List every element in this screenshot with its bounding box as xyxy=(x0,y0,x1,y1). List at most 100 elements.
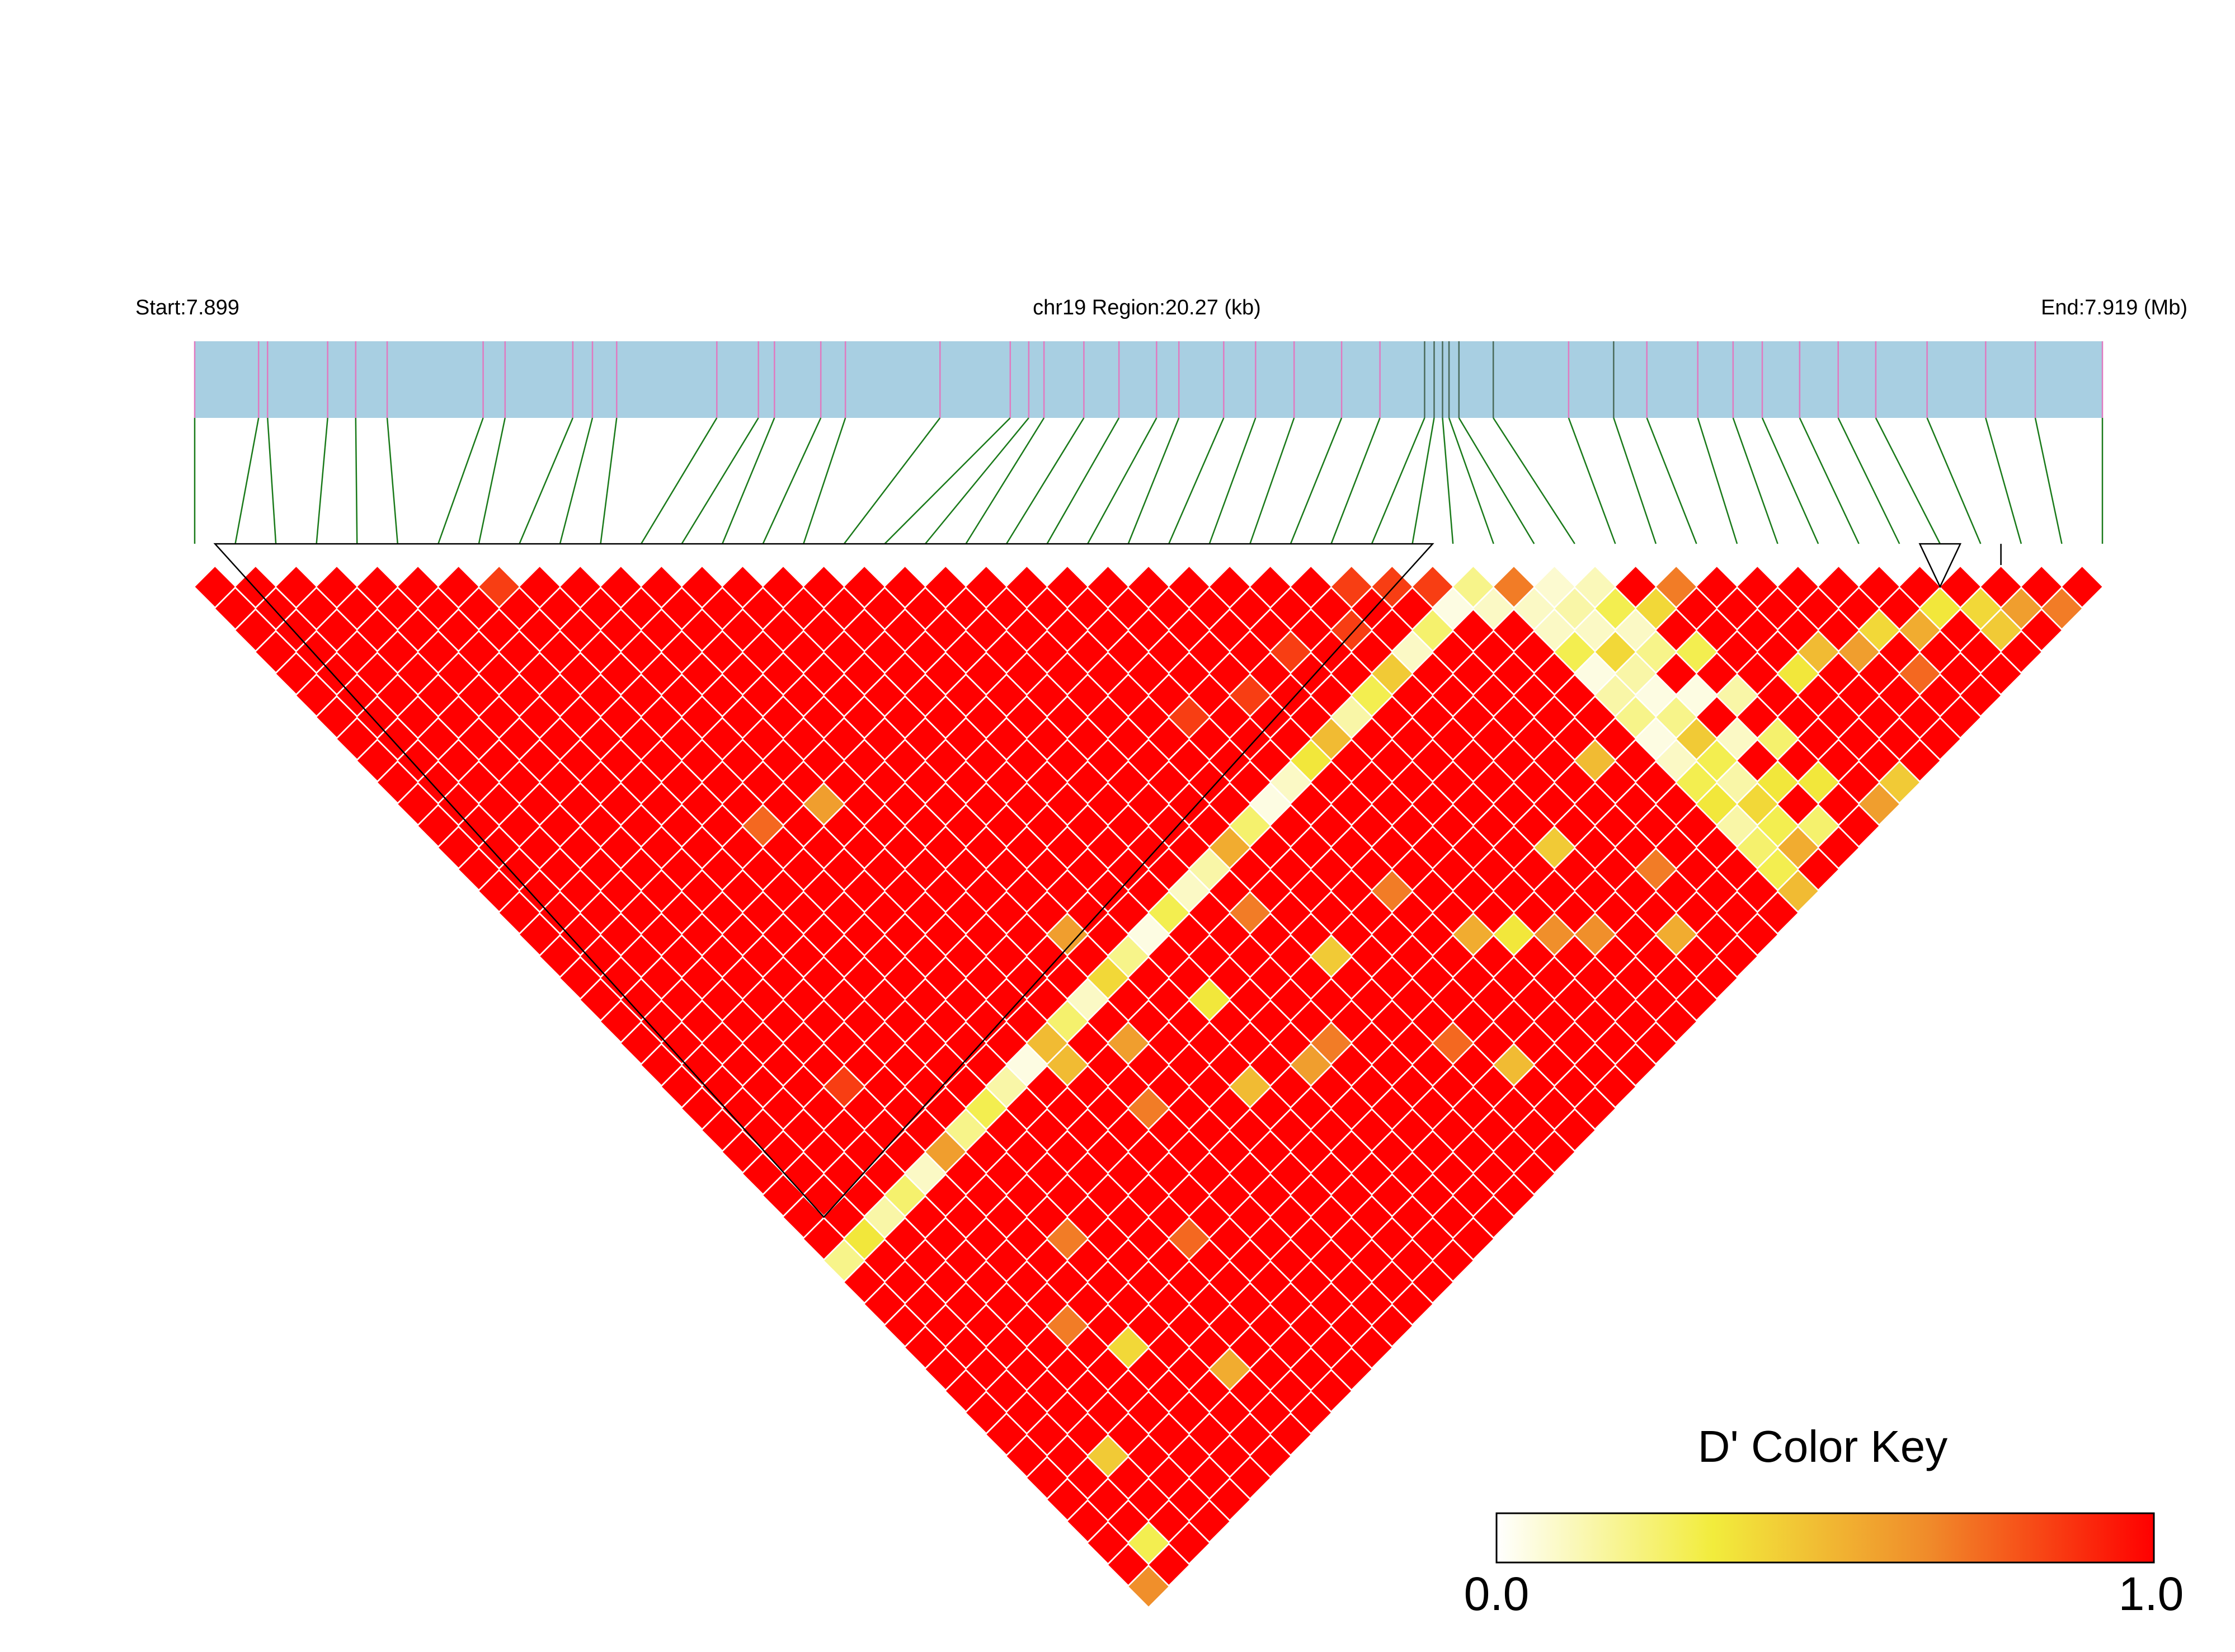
ld-cell xyxy=(1229,761,1272,804)
ld-cell xyxy=(295,674,338,717)
ld-cell xyxy=(1432,1239,1474,1282)
ld-cell xyxy=(1472,978,1515,1021)
ld-cell xyxy=(1249,1131,1292,1173)
ld-cell xyxy=(1533,870,1576,912)
ld-cell xyxy=(944,848,987,891)
ld-cell xyxy=(1005,957,1048,999)
ld-cell xyxy=(1168,1043,1211,1086)
ld-cell xyxy=(924,566,967,608)
ld-cell xyxy=(498,804,541,847)
ld-cell xyxy=(863,1196,906,1239)
ld-cell xyxy=(1898,696,1941,738)
ld-cell xyxy=(1107,1500,1150,1543)
ld-cell xyxy=(275,566,318,608)
ld-cell xyxy=(924,1348,967,1391)
ld-cell xyxy=(1330,783,1373,826)
ld-cell xyxy=(377,587,419,630)
ld-cell xyxy=(1574,783,1616,826)
ld-cell xyxy=(1168,1000,1211,1043)
ld-cell xyxy=(681,1043,723,1086)
ld-cell xyxy=(1371,957,1414,999)
ld-cell xyxy=(1127,1305,1170,1347)
ld-cell xyxy=(681,826,723,869)
ld-cell xyxy=(1371,1217,1414,1260)
ld-cell xyxy=(721,1043,764,1086)
ld-cell xyxy=(1269,978,1312,1021)
ld-cell xyxy=(1513,1109,1555,1151)
ld-cell xyxy=(843,913,886,956)
ld-cell xyxy=(782,718,825,760)
ld-cell xyxy=(1554,891,1596,934)
ld-cell xyxy=(1351,761,1393,804)
ld-cell xyxy=(640,783,683,826)
ld-cell xyxy=(397,652,439,695)
ld-cell xyxy=(944,1326,987,1369)
ld-cell xyxy=(904,1109,947,1151)
ld-cell xyxy=(1493,1131,1535,1173)
ld-cell xyxy=(316,566,358,608)
ld-cell xyxy=(1086,652,1130,695)
ld-cell xyxy=(1208,1043,1251,1086)
ld-cell xyxy=(478,652,520,695)
color-key-title: D' Color Key xyxy=(1698,1422,1948,1471)
ld-cell xyxy=(377,630,419,674)
ld-cell xyxy=(1066,1152,1109,1195)
ld-cell xyxy=(904,1022,947,1065)
ld-cell xyxy=(1269,935,1312,978)
ld-cell xyxy=(539,848,581,891)
ld-cell xyxy=(1127,783,1170,826)
ld-cell xyxy=(823,1065,865,1108)
ld-cell xyxy=(721,913,764,956)
ld-cell xyxy=(1594,718,1637,760)
snp-connector xyxy=(884,417,1011,544)
ld-cell xyxy=(620,761,662,804)
ld-cell xyxy=(1147,1065,1190,1108)
snp-connector xyxy=(1046,417,1120,544)
ld-cell xyxy=(579,587,622,630)
ld-cell xyxy=(965,1305,1008,1347)
ld-cell xyxy=(1554,1109,1596,1151)
ld-cell xyxy=(518,609,561,652)
ld-cell xyxy=(1086,1000,1130,1043)
ld-cell xyxy=(883,739,926,782)
ld-cell xyxy=(1878,718,1921,760)
ld-cell xyxy=(1675,630,1718,674)
snp-connector xyxy=(843,417,941,544)
ld-cell xyxy=(1025,1022,1069,1065)
ld-cell xyxy=(1025,587,1069,630)
ld-cell xyxy=(1107,804,1150,847)
ld-cell xyxy=(1635,587,1677,630)
ld-cell xyxy=(1635,935,1677,978)
ld-cell xyxy=(924,1261,967,1303)
ld-cell xyxy=(1411,1043,1454,1086)
ld-cell xyxy=(1391,1283,1434,1325)
ld-cell xyxy=(965,870,1008,912)
ld-cell xyxy=(1858,696,1900,738)
ld-cell xyxy=(1330,1131,1373,1173)
ld-cell xyxy=(681,870,723,912)
ld-cell xyxy=(1249,783,1292,826)
ld-cell xyxy=(1025,1326,1069,1369)
ld-cell xyxy=(660,630,703,674)
ld-cell xyxy=(863,978,906,1021)
ld-cell xyxy=(1310,1065,1353,1108)
ld-cell xyxy=(1472,718,1515,760)
ld-cell xyxy=(883,1217,926,1260)
ld-cell xyxy=(1147,1109,1190,1151)
ld-cell xyxy=(1574,652,1616,695)
ld-cell xyxy=(1614,870,1657,912)
ld-cell xyxy=(1452,783,1495,826)
ld-cell xyxy=(1817,652,1860,695)
ld-cell xyxy=(1290,609,1332,652)
ld-cell xyxy=(1655,696,1697,738)
ld-cell xyxy=(1127,1435,1170,1477)
ld-cell xyxy=(1351,718,1393,760)
ld-cell xyxy=(1249,1217,1292,1260)
ld-cell xyxy=(539,674,581,717)
ld-cell xyxy=(498,891,541,934)
ld-cell xyxy=(1310,935,1353,978)
ld-cell xyxy=(802,609,845,652)
ld-cell xyxy=(863,1022,906,1065)
ld-cell xyxy=(1452,870,1495,912)
ld-cell xyxy=(1432,587,1474,630)
